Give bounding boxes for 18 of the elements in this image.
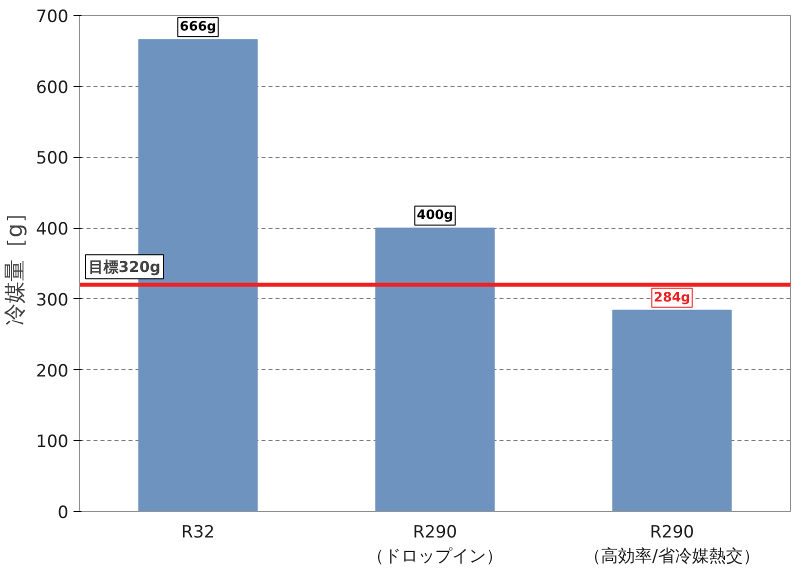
y-tick-label: 100 bbox=[36, 432, 69, 452]
y-tick-label: 0 bbox=[58, 503, 69, 523]
data-label: 284g bbox=[654, 290, 690, 306]
y-axis-title: 冷媒量［g］ bbox=[3, 202, 28, 326]
x-tick-label: R290 （ドロップイン） bbox=[367, 522, 503, 566]
ref-line-label: 目標320g bbox=[88, 258, 161, 276]
y-tick-label: 200 bbox=[36, 361, 69, 382]
y-tick-label: 600 bbox=[36, 78, 69, 98]
y-tick-label: 700 bbox=[36, 7, 69, 27]
y-tick-label: 500 bbox=[36, 148, 69, 169]
x-tick-label: R290 （高効率/省冷媒熱交） bbox=[584, 522, 760, 566]
data-label: 400g bbox=[416, 208, 454, 224]
y-tick-label: 400 bbox=[36, 220, 69, 240]
x-tick-label: R32 bbox=[181, 522, 215, 542]
data-label: 666g bbox=[180, 20, 216, 35]
bar bbox=[375, 228, 495, 512]
y-tick-label: 300 bbox=[36, 290, 69, 310]
bar bbox=[612, 310, 732, 512]
